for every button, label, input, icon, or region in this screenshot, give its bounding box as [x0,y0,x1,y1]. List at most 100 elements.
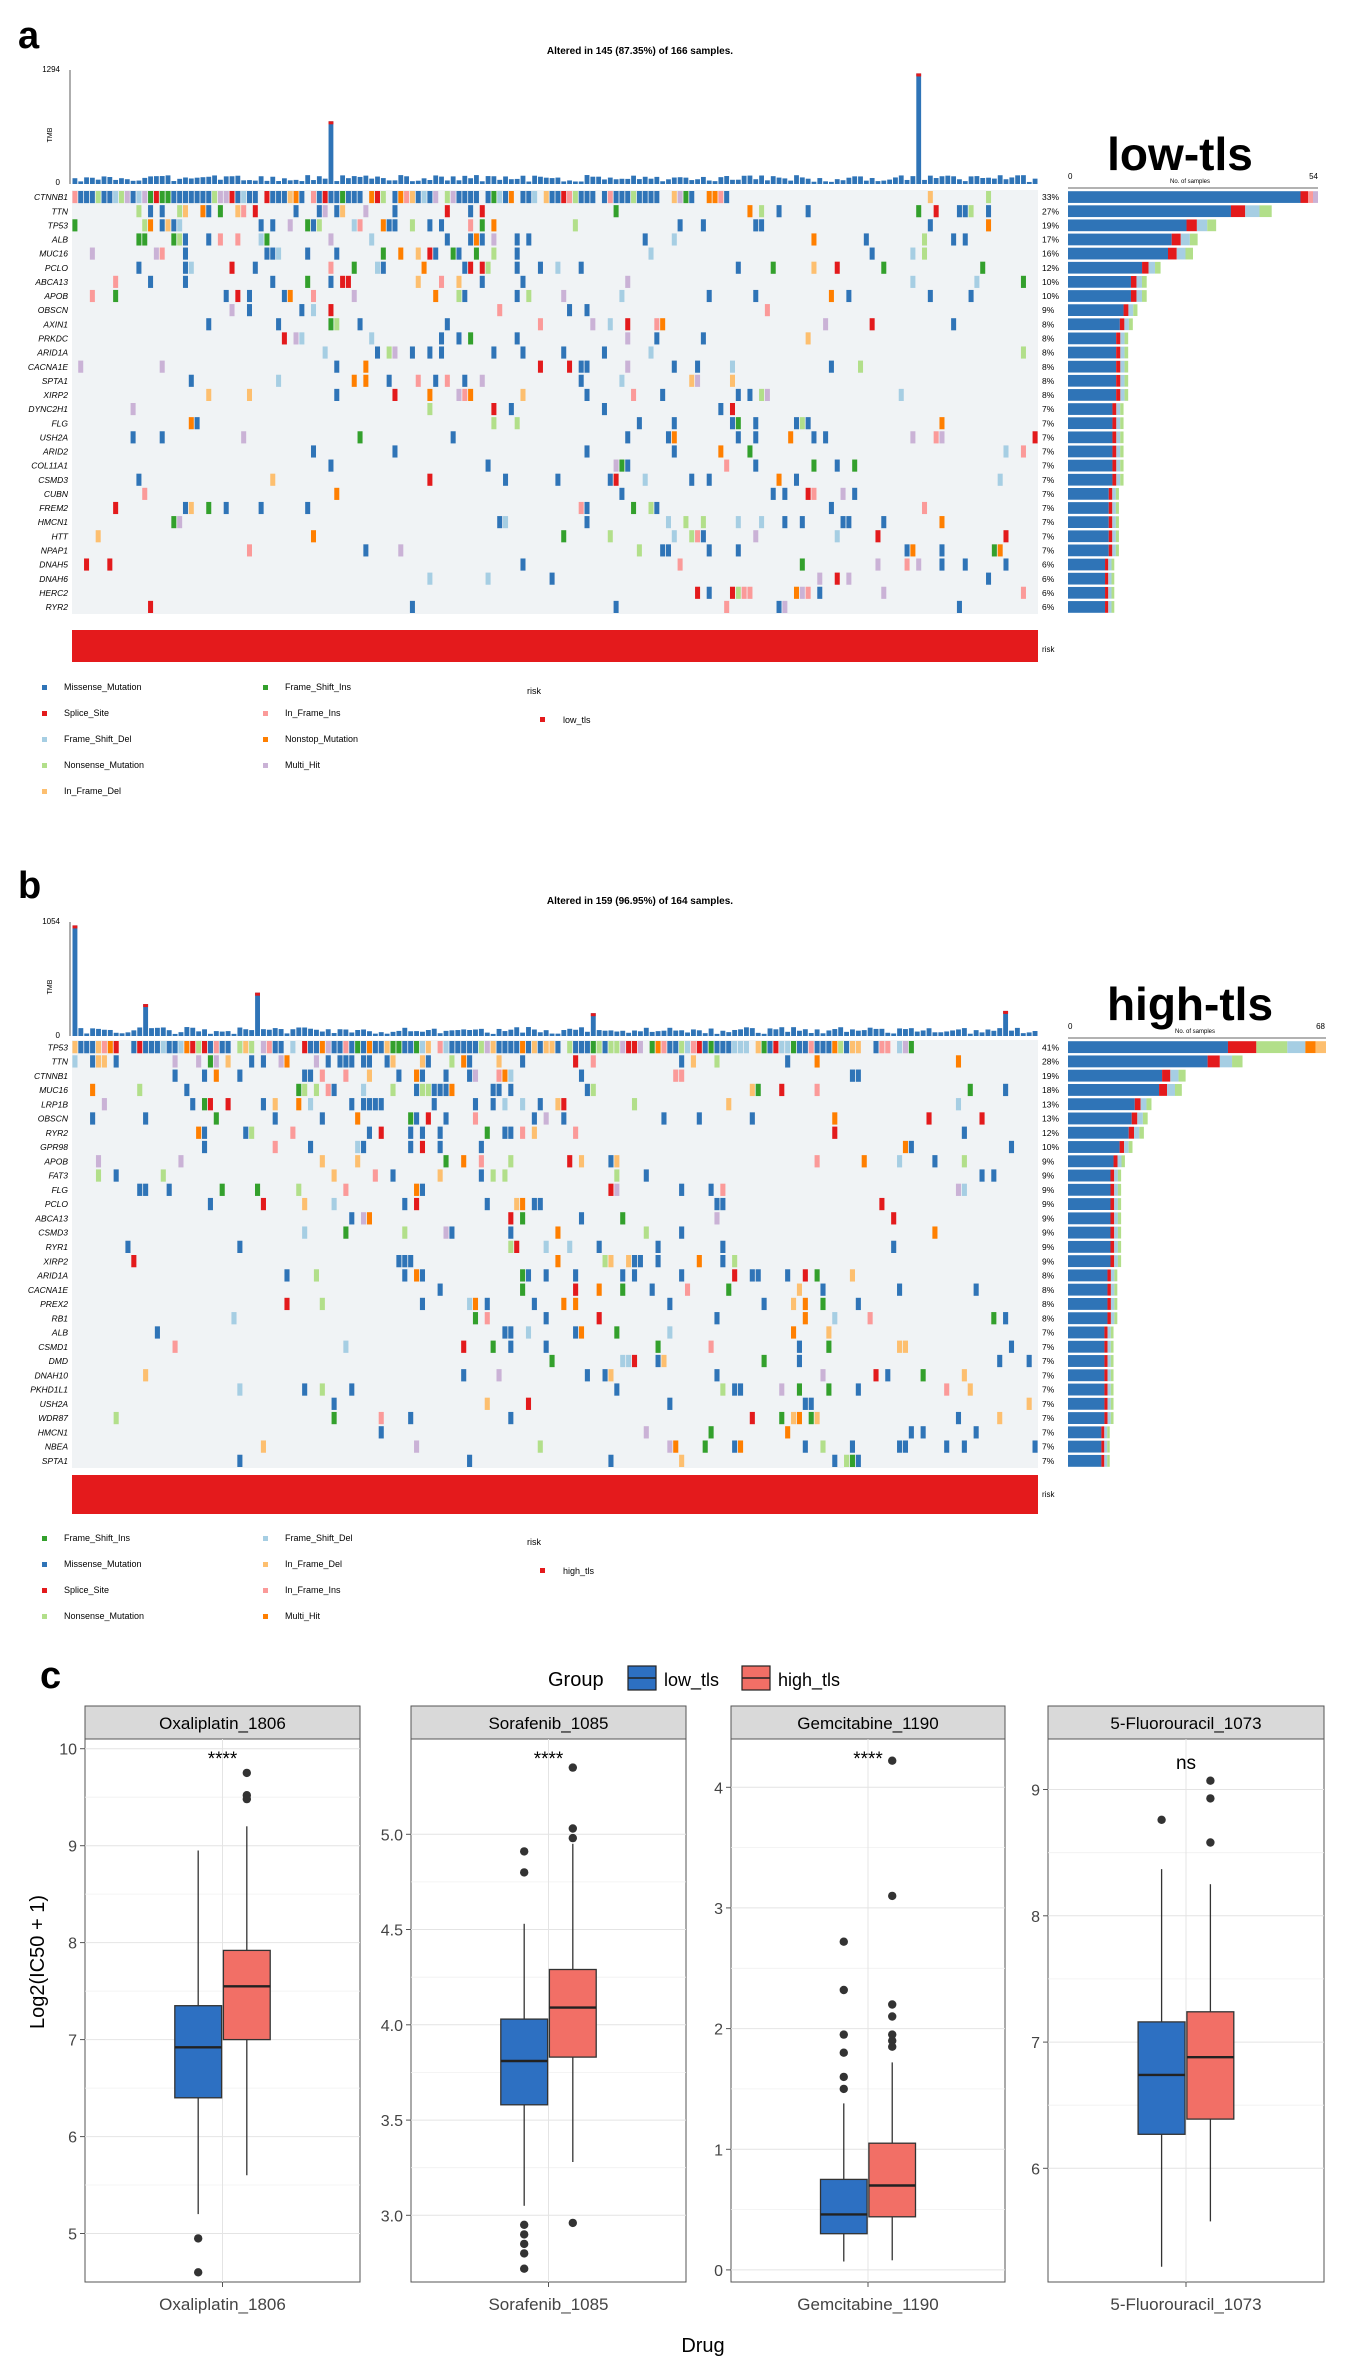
gene-bar-segment [1112,488,1116,500]
gene-bar-segment [1104,1440,1108,1453]
mutation-cell [684,1283,691,1296]
gene-label: NPAP1 [41,546,69,556]
mutation-cell [607,530,613,543]
tmb-bar [1009,1030,1014,1036]
mutation-cell [386,219,392,232]
mutation-cell [431,1098,437,1111]
mutation-cell [567,1041,573,1054]
mutation-cell [443,1069,449,1082]
mutation-cell [421,191,427,204]
mutation-cell [143,1041,149,1054]
mutation-cell [683,191,689,204]
mutation-cell [302,1226,308,1239]
mutation-cell [136,261,142,274]
tmb-bar [590,176,596,184]
mutation-cell [427,191,433,204]
mutation-cell [832,1112,838,1125]
mutation-cell [272,1098,278,1111]
mutation-cell [225,1098,231,1111]
mutation-cell [619,191,625,204]
mutation-cell [897,1440,903,1453]
mutation-cell [852,459,858,472]
tmb-bar [735,179,741,184]
tmb-bar [957,179,962,184]
tmb-bar [392,180,398,184]
tmb-bar [1003,1010,1009,1036]
mutation-cell [1032,1440,1038,1453]
mutation-cell [305,501,311,515]
gene-bar-segment [1136,290,1142,302]
tmb-bar [743,1027,749,1036]
mutation-cell [625,275,631,288]
mutation-cell [873,1369,879,1382]
tmb-bar-top [255,992,260,996]
gene-bar-segment [1114,1312,1118,1325]
mutation-cell [160,1169,166,1182]
gene-bar-segment [1112,544,1116,557]
mutation-cell [491,219,497,232]
tmb-bar [255,992,260,1036]
mutation-cell [206,501,212,515]
gene-bar-segment [1114,1198,1118,1210]
tmb-bar [614,1031,620,1036]
mutation-cell [596,1041,602,1054]
mutation-cell [207,1197,213,1211]
mutation-cell [986,205,992,218]
mutation-cell [514,332,520,345]
tmb-bar [785,1031,791,1036]
panel-b-legend: Frame_Shift_InsMissense_MutationSplice_S… [42,1533,353,1621]
tmb-bar [950,1030,956,1036]
panel-b-tmb-label: TMB [47,979,54,994]
tmb-bar [712,181,718,184]
gene-bar-segment [1117,1255,1122,1268]
mutation-cell [148,191,154,204]
mutation-cell [1020,275,1026,288]
mutation-cell [213,1112,219,1125]
mutation-cell [319,1297,325,1311]
tmb-bar [985,1029,991,1036]
mutation-cell [873,1041,879,1054]
mutation-cell [567,191,573,204]
mutation-cell [759,219,765,232]
gene-percent: 7% [1042,404,1055,414]
outlier-point [519,1868,529,1877]
mutation-cell [555,1098,561,1111]
gene-bar-segment [1105,572,1109,585]
tmb-bar [714,1033,720,1036]
mutation-cell [316,191,322,204]
gene-bar-segment [1068,544,1109,557]
mutation-cell [201,1069,208,1082]
gene-label: CTNNB1 [34,1071,68,1081]
gene-bar-segment [1068,261,1143,274]
mutation-cell [543,1112,549,1125]
significance-label: **** [534,1749,564,1770]
mutation-cell [608,1041,614,1054]
mutation-cell [184,1041,190,1054]
mutation-cell [237,1240,243,1253]
mutation-cell [502,1126,508,1139]
mutation-cell [933,205,939,218]
mutation-cell [272,1140,278,1154]
gene-bar-segment [1068,445,1113,458]
gene-bar-segment [1108,572,1112,585]
tmb-bar [649,1031,655,1036]
mutation-cell [188,374,194,387]
gene-percent: 6% [1042,602,1055,612]
mutation-cell [849,1069,855,1082]
tmb-bar [349,1032,355,1036]
gene-bar-segment [1068,459,1113,472]
tmb-bar [101,1029,107,1036]
gene-label: USH2A [40,432,69,442]
mutation-cell [113,275,119,288]
mutation-cell [767,1041,773,1054]
tmb-bar [922,179,927,184]
gene-bar-segment [1133,304,1138,316]
gene-bar-segment [1124,318,1129,331]
gene-bar-segment [1142,1112,1148,1125]
mutation-cell [573,1055,579,1068]
tmb-bar [590,1013,596,1036]
tmb-bar [879,1028,885,1036]
gene-bar-segment [1110,1183,1115,1196]
mutation-cell [182,205,188,218]
tmb-bar [932,1032,938,1036]
